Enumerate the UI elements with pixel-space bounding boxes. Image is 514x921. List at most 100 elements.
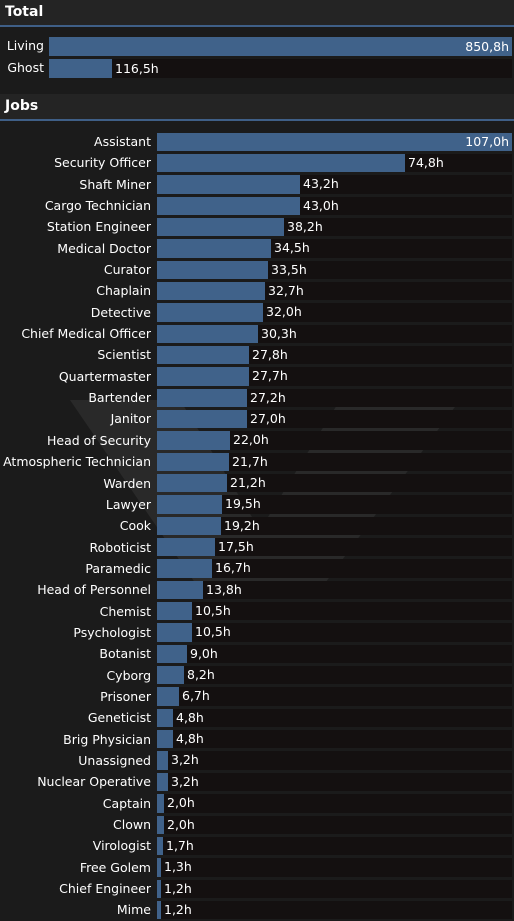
jobs-row-virologist: Virologist 1,7h	[0, 835, 514, 856]
jobs-bar-head-of-personnel	[157, 580, 203, 600]
jobs-bar-track: 1,2h	[157, 900, 512, 920]
jobs-bar-track: 21,2h	[157, 474, 512, 493]
jobs-bar-track: 2,0h	[157, 815, 512, 834]
jobs-value-quartermaster: 27,7h	[252, 368, 288, 384]
label-column: Unassigned	[0, 750, 151, 771]
jobs-label-security-officer: Security Officer	[54, 155, 151, 171]
jobs-bar-track: 1,7h	[157, 836, 512, 856]
jobs-value-chemist: 10,5h	[195, 603, 231, 619]
jobs-row-quartermaster: Quartermaster 27,7h	[0, 366, 514, 387]
jobs-bar-lawyer	[157, 495, 222, 514]
jobs-value-head-of-security: 22,0h	[233, 432, 269, 448]
total-label-ghost: Ghost	[7, 60, 44, 75]
jobs-bar-track: 27,0h	[157, 409, 512, 429]
jobs-bar-bartender	[157, 388, 247, 407]
jobs-value-station-engineer: 38,2h	[287, 218, 323, 234]
total-bar-track: 850,8h	[49, 36, 512, 56]
label-column: Ghost	[0, 57, 44, 79]
jobs-value-head-of-personnel: 13,8h	[206, 581, 242, 597]
jobs-bar-paramedic	[157, 559, 212, 578]
jobs-bar-chaplain	[157, 281, 265, 301]
jobs-label-chief-engineer: Chief Engineer	[59, 881, 151, 897]
jobs-value-janitor: 27,0h	[250, 410, 286, 426]
jobs-bar-security-officer	[157, 153, 405, 173]
jobs-label-scientist: Scientist	[97, 347, 151, 363]
jobs-row-prisoner: Prisoner 6,7h	[0, 686, 514, 707]
jobs-bar-track: 1,2h	[157, 879, 512, 898]
label-column: Virologist	[0, 835, 151, 856]
jobs-label-chemist: Chemist	[99, 603, 151, 619]
jobs-bar-track: 32,7h	[157, 281, 512, 301]
jobs-label-detective: Detective	[90, 304, 151, 320]
jobs-bar-track: 17,5h	[157, 538, 512, 557]
jobs-row-chief-engineer: Chief Engineer 1,2h	[0, 878, 514, 899]
jobs-label-paramedic: Paramedic	[85, 560, 151, 576]
jobs-bar-track: 16,7h	[157, 559, 512, 578]
jobs-bar-detective	[157, 303, 263, 322]
jobs-value-unassigned: 3,2h	[171, 752, 199, 768]
jobs-value-paramedic: 16,7h	[215, 560, 251, 576]
jobs-bar-head-of-security	[157, 431, 230, 450]
label-column: Shaft Miner	[0, 174, 151, 195]
jobs-label-brig-physician: Brig Physician	[63, 731, 151, 747]
jobs-bar-quartermaster	[157, 367, 249, 386]
label-column: Psychologist	[0, 622, 151, 643]
jobs-row-medical-doctor: Medical Doctor 34,5h	[0, 238, 514, 259]
jobs-row-chaplain: Chaplain 32,7h	[0, 280, 514, 301]
jobs-bar-track: 19,2h	[157, 516, 512, 536]
jobs-value-detective: 32,0h	[266, 304, 302, 320]
jobs-bar-assistant	[157, 132, 512, 151]
jobs-label-quartermaster: Quartermaster	[58, 368, 151, 384]
jobs-bar-chief-medical-officer	[157, 324, 258, 343]
label-column: Brig Physician	[0, 729, 151, 750]
jobs-label-medical-doctor: Medical Doctor	[57, 240, 151, 256]
jobs-row-geneticist: Geneticist 4,8h	[0, 707, 514, 728]
jobs-bar-track: 9,0h	[157, 644, 512, 664]
jobs-value-atmospheric-technician: 21,7h	[232, 453, 268, 469]
label-column: Quartermaster	[0, 366, 151, 387]
jobs-row-scientist: Scientist 27,8h	[0, 344, 514, 365]
jobs-row-security-officer: Security Officer 74,8h	[0, 152, 514, 173]
jobs-label-bartender: Bartender	[88, 390, 151, 406]
jobs-value-warden: 21,2h	[230, 475, 266, 490]
jobs-bar-track: 34,5h	[157, 239, 512, 258]
total-header: Total	[0, 0, 514, 27]
jobs-row-nuclear-operative: Nuclear Operative 3,2h	[0, 771, 514, 792]
label-column: Clown	[0, 814, 151, 835]
jobs-value-bartender: 27,2h	[250, 389, 286, 405]
jobs-bar-track: 38,2h	[157, 217, 512, 237]
jobs-bar-track: 107,0h	[157, 132, 512, 151]
jobs-bar-track: 43,0h	[157, 196, 512, 215]
jobs-bar-warden	[157, 474, 227, 493]
jobs-row-cargo-technician: Cargo Technician 43,0h	[0, 195, 514, 216]
jobs-label-unassigned: Unassigned	[78, 752, 151, 768]
jobs-label-captain: Captain	[102, 795, 151, 811]
label-column: Curator	[0, 259, 151, 280]
label-column: Janitor	[0, 408, 151, 429]
jobs-bar-track: 19,5h	[157, 495, 512, 514]
jobs-label-head-of-personnel: Head of Personnel	[37, 582, 151, 598]
label-column: Paramedic	[0, 558, 151, 579]
label-column: Living	[0, 35, 44, 57]
label-column: Free Golem	[0, 857, 151, 878]
jobs-bar-cyborg	[157, 666, 184, 685]
jobs-bar-geneticist	[157, 708, 173, 728]
jobs-row-brig-physician: Brig Physician 4,8h	[0, 729, 514, 750]
label-column: Head of Personnel	[0, 579, 151, 600]
jobs-bar-shaft-miner	[157, 175, 300, 194]
jobs-value-scientist: 27,8h	[252, 346, 288, 362]
jobs-label-lawyer: Lawyer	[105, 496, 151, 512]
jobs-bar-captain	[157, 794, 164, 813]
jobs-bar-track: 13,8h	[157, 580, 512, 600]
jobs-bar-janitor	[157, 409, 247, 429]
jobs-label-mime: Mime	[116, 902, 151, 918]
jobs-bar-chemist	[157, 602, 192, 621]
jobs-bar-nuclear-operative	[157, 772, 168, 792]
jobs-bar-track: 6,7h	[157, 687, 512, 706]
jobs-row-clown: Clown 2,0h	[0, 814, 514, 835]
jobs-bar-roboticist	[157, 538, 215, 557]
jobs-row-shaft-miner: Shaft Miner 43,2h	[0, 174, 514, 195]
jobs-row-captain: Captain 2,0h	[0, 793, 514, 814]
jobs-bar-track: 27,2h	[157, 388, 512, 407]
total-label-living: Living	[6, 38, 44, 53]
